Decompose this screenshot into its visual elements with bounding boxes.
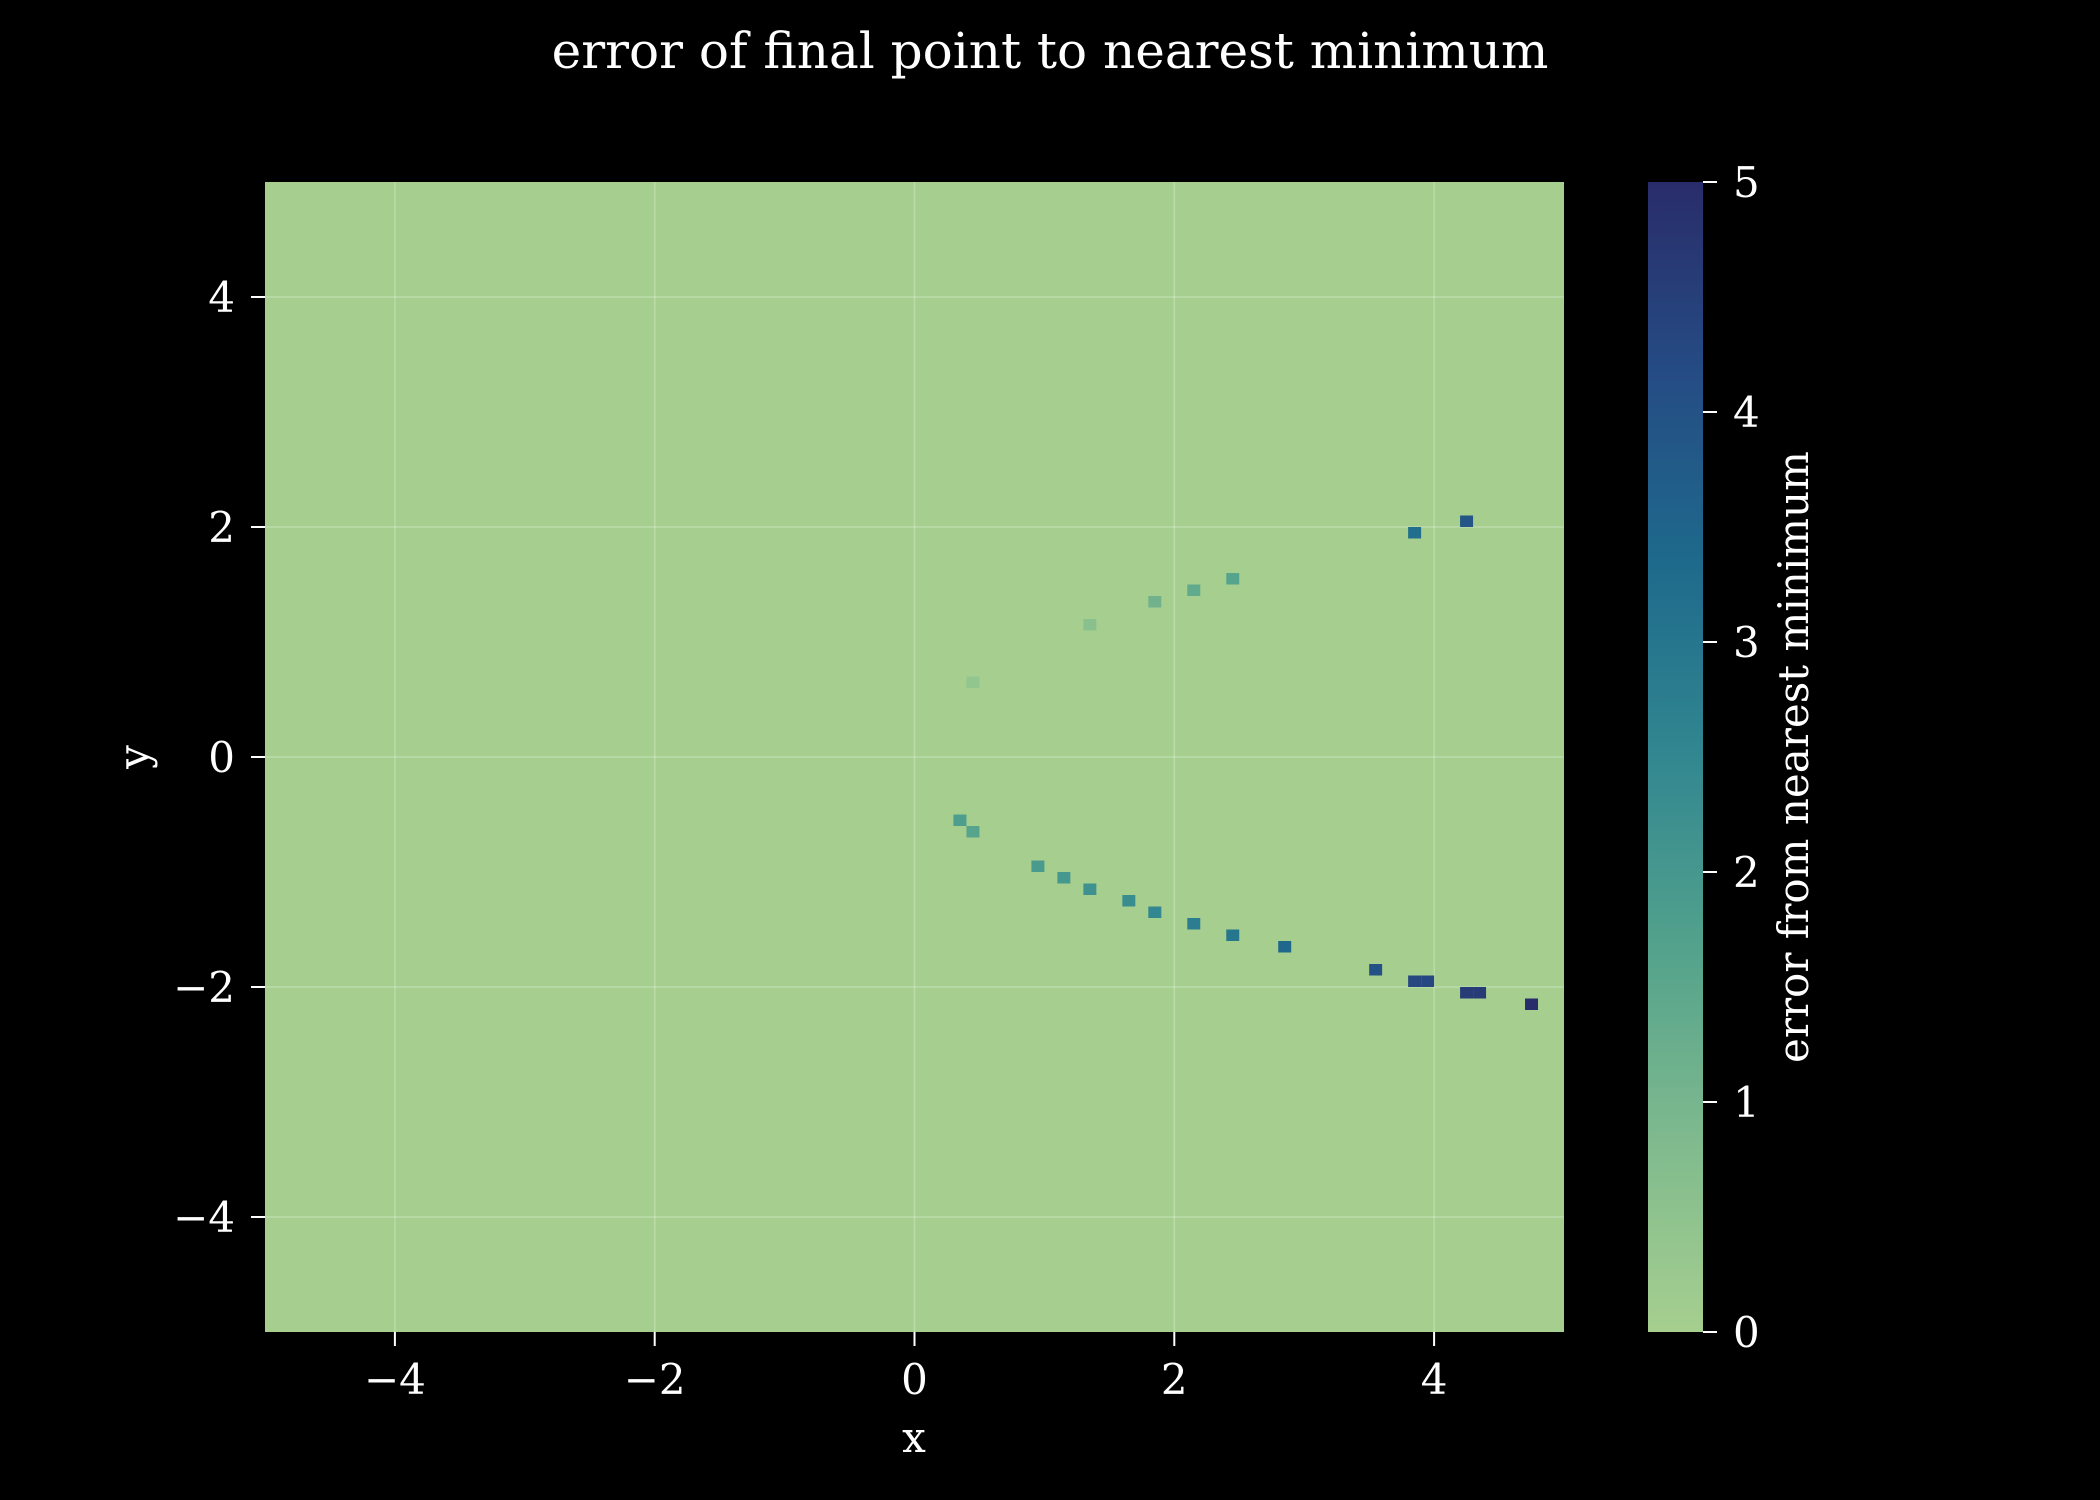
colorbar-tick-label: 4 [1733,388,1760,437]
colorbar-ticks: 0 1 2 3 4 5 [1703,158,1760,1357]
heatmap-cell [966,676,980,688]
x-tick-label: 4 [1421,1355,1448,1404]
colorbar-tick-label: 3 [1733,618,1760,667]
heatmap-cell [1473,987,1487,999]
x-axis-label: x [902,1413,926,1462]
heatmap-cell [1525,998,1539,1010]
plot-background [265,182,1564,1332]
y-tick-label: 0 [208,733,235,782]
y-axis-ticks: −4 −2 0 2 4 [173,273,265,1242]
heatmap-cell [1369,964,1383,976]
x-tick-label: −4 [364,1355,426,1404]
y-axis-label: y [109,745,158,770]
heatmap-cell [1187,918,1201,930]
colorbar-tick-label: 2 [1733,848,1760,897]
colorbar-tick-label: 5 [1733,158,1760,207]
x-tick-label: 2 [1161,1355,1188,1404]
colorbar-label: error from nearest minimum [1769,451,1818,1063]
heatmap-cell [1408,975,1422,987]
heatmap-cell [1278,941,1292,953]
heatmap-cell [1187,584,1201,596]
colorbar-tick-label: 1 [1733,1078,1760,1127]
x-axis-ticks: −4 −2 0 2 4 [364,1332,1448,1404]
heatmap-cells [953,515,1539,1010]
heatmap-cell [1421,975,1435,987]
heatmap-cell [1226,573,1240,585]
heatmap-cell [953,814,967,826]
y-tick-label: 4 [208,273,235,322]
colorbar [1648,182,1703,1332]
heatmap-cell [1083,619,1097,631]
y-tick-label: 2 [208,503,235,552]
heatmap-cell [1460,987,1474,999]
heatmap-cell [1031,860,1045,872]
grid-lines [265,182,1564,1332]
chart-title: error of final point to nearest minimum [552,22,1549,80]
heatmap-cell [1057,872,1071,884]
x-tick-label: 0 [901,1355,928,1404]
heatmap-cell [1122,895,1136,907]
x-tick-label: −2 [624,1355,686,1404]
heatmap-cell [1148,906,1162,918]
heatmap-cell [966,826,980,838]
y-tick-label: −4 [173,1193,235,1242]
heatmap-cell [1083,883,1097,895]
heatmap-cell [1460,515,1474,527]
heatmap-cell [1226,929,1240,941]
colorbar-tick-label: 0 [1733,1308,1760,1357]
heatmap-cell [1408,527,1422,539]
y-tick-label: −2 [173,963,235,1012]
heatmap-cell [1148,596,1162,608]
